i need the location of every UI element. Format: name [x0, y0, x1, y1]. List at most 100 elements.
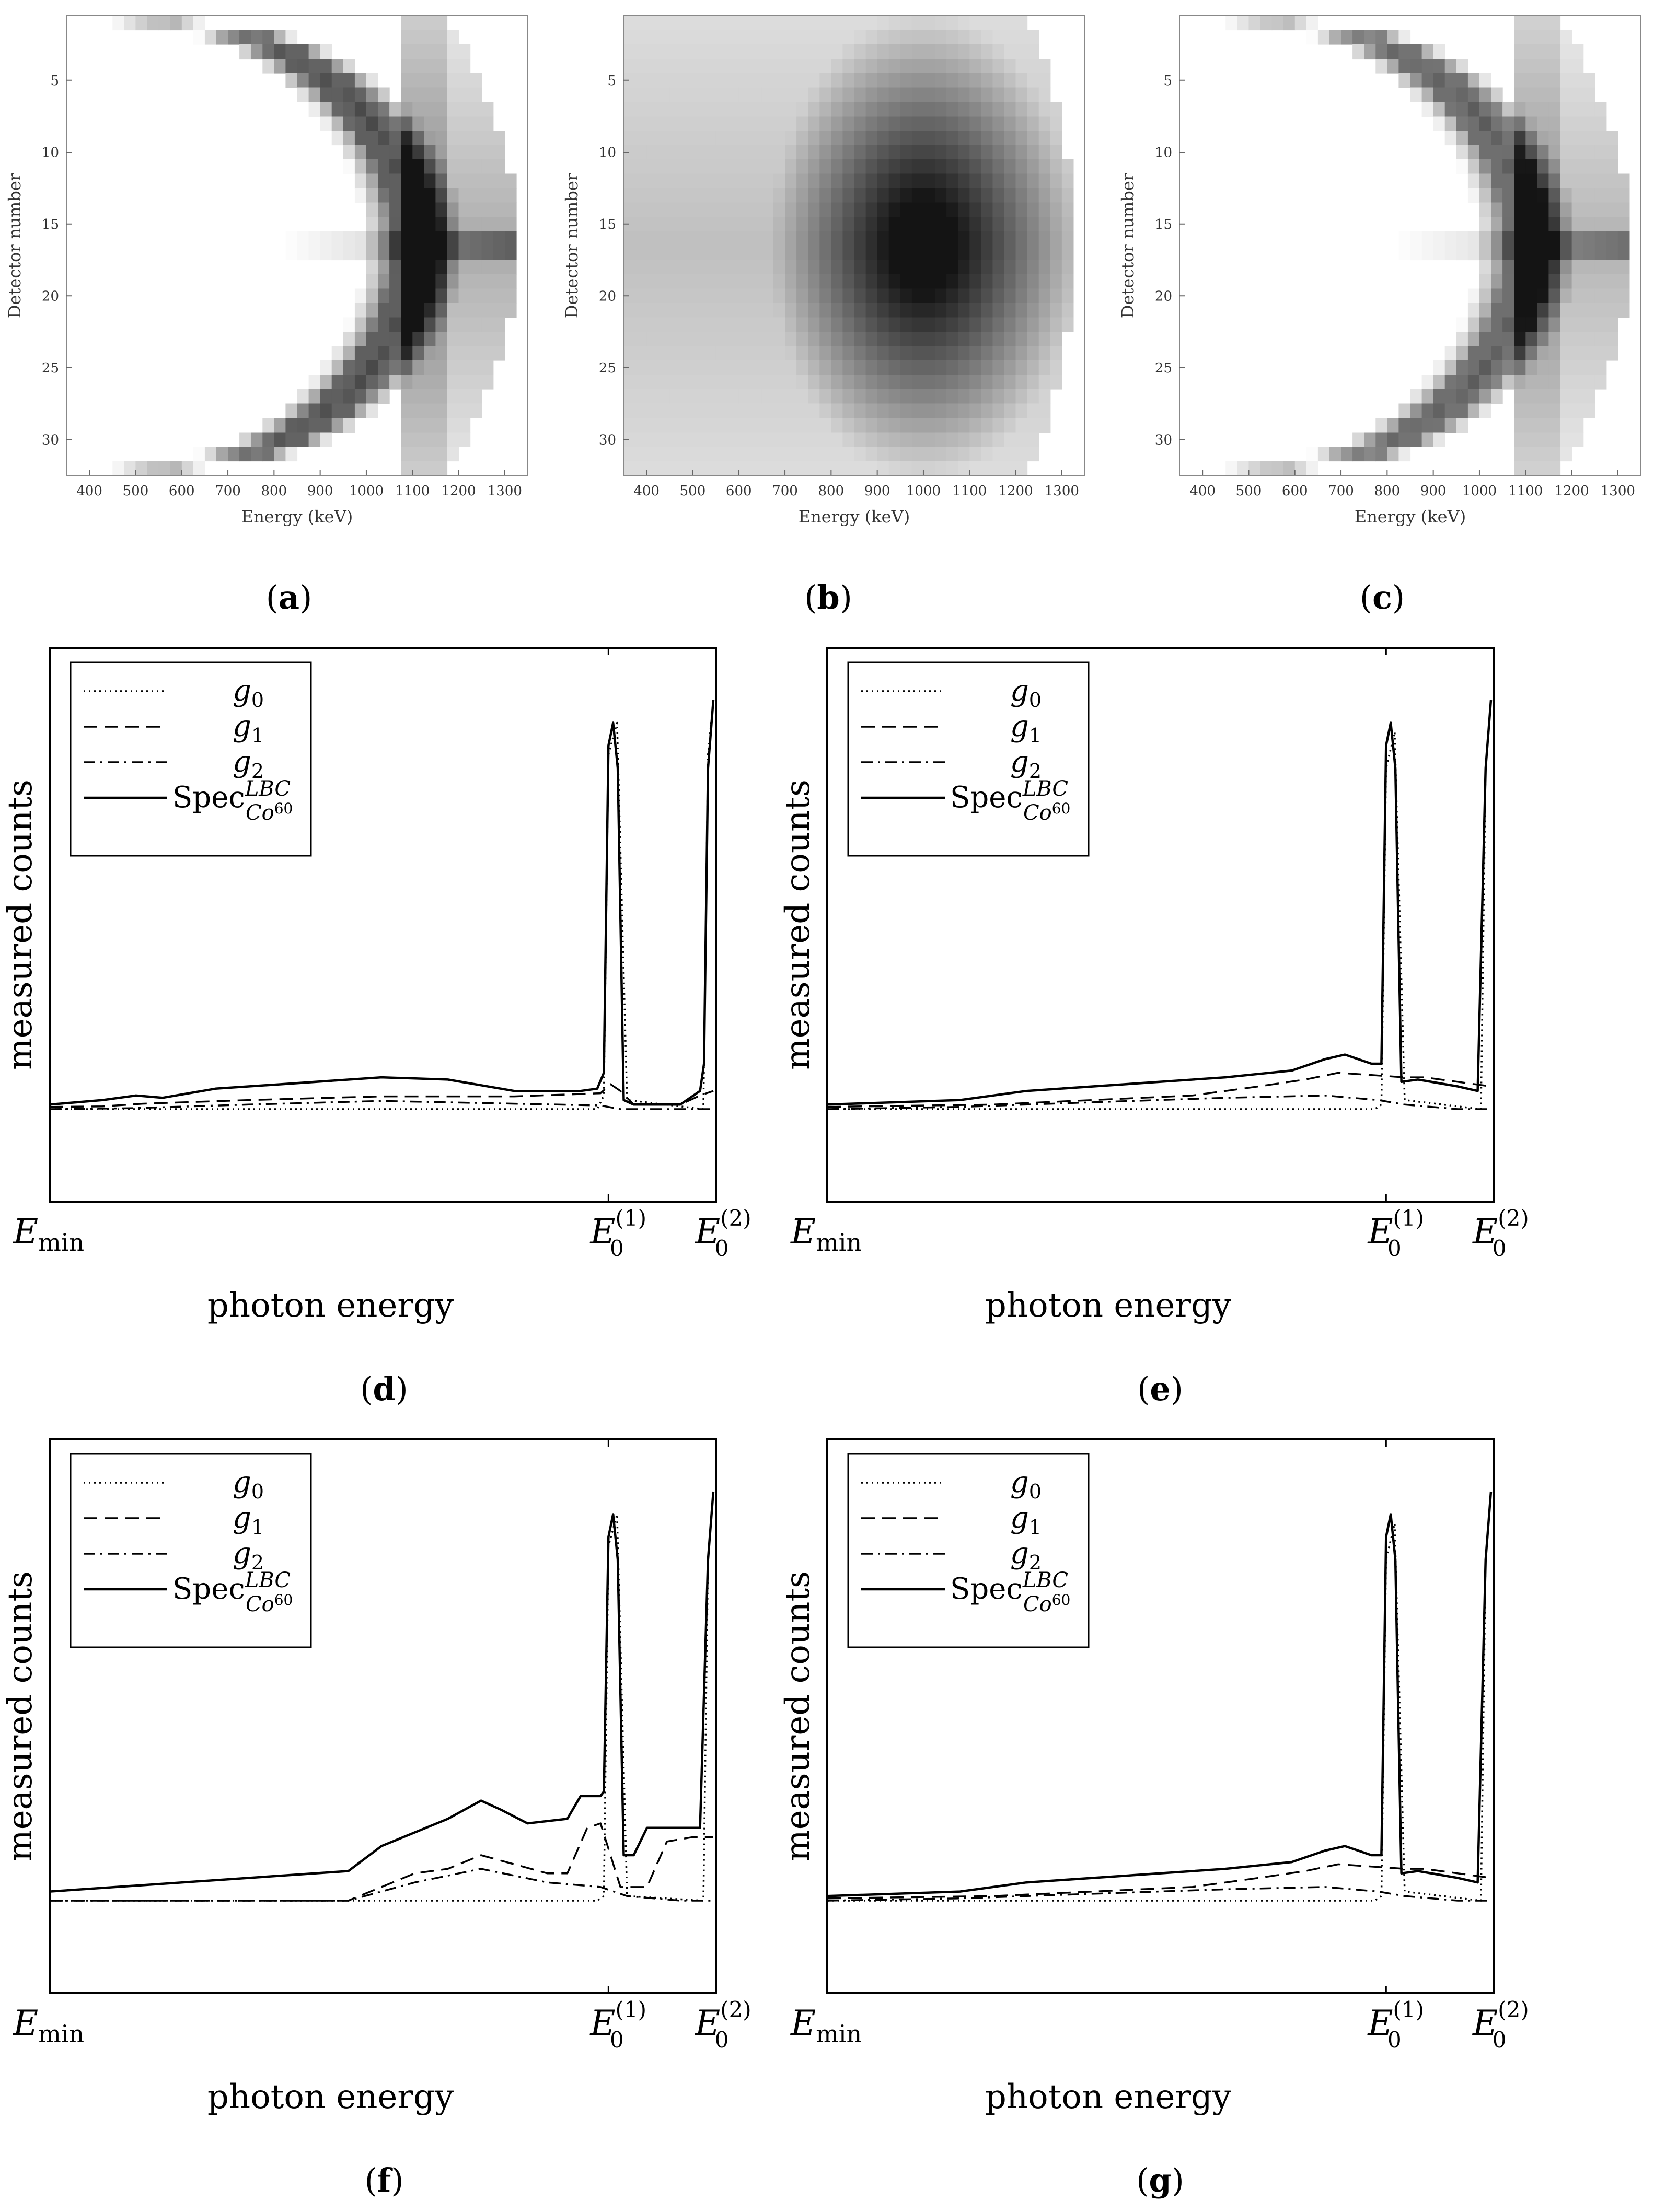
heatmap-cell [1583, 274, 1595, 289]
heatmap-cell [297, 231, 309, 246]
heatmap-cell [297, 403, 309, 418]
heatmap-cell [1502, 317, 1514, 332]
legend-spec-label: SpecLBC Co60 [172, 1568, 293, 1616]
heatmap-cell [1560, 73, 1572, 88]
heatmap-cell [320, 87, 332, 102]
heatmap-cell [424, 317, 436, 332]
heatmap-cell [458, 159, 471, 174]
heatmap-cell [808, 188, 820, 203]
heatmap-cell [658, 403, 670, 418]
heatmap-cell [1571, 231, 1584, 246]
heatmap-cell [854, 145, 866, 160]
heatmap-cell [493, 303, 505, 318]
heatmap-cell [1038, 159, 1051, 174]
heatmap-cell [796, 346, 808, 361]
heatmap-cell [1027, 30, 1039, 45]
heatmap-cell [911, 202, 924, 217]
heatmap-cell [877, 288, 889, 304]
heatmap-cell [1456, 159, 1468, 174]
heatmap-cell [1583, 202, 1595, 217]
heatmap-cell [1537, 303, 1549, 318]
heatmap-cell [900, 447, 912, 462]
heatmap-cell [738, 332, 751, 347]
heatmap-cell [1467, 188, 1480, 203]
heatmap-cell [785, 173, 797, 189]
heatmap-cell [297, 73, 309, 88]
heatmap-cell [727, 260, 739, 275]
heatmap-cell [412, 375, 424, 390]
heatmap-cell [704, 418, 716, 433]
heatmap-cell [958, 202, 970, 217]
heatmap-cell [854, 30, 866, 45]
heatmap-cell [715, 432, 728, 447]
heatmap-cell [354, 332, 367, 347]
heatmap-cell [1050, 246, 1062, 261]
heatmap-cell [447, 432, 459, 447]
heatmap-cell [785, 317, 797, 332]
heatmap-cell [1583, 173, 1595, 189]
heatmap-cell [1027, 389, 1039, 404]
heatmap-cell [1061, 260, 1074, 275]
heatmap-cell [1038, 346, 1051, 361]
heatmap-cell [900, 274, 912, 289]
heatmap-cell [935, 461, 947, 476]
heatmap-cell [481, 188, 494, 203]
heatmap-cell [923, 217, 935, 232]
heatmap-cell [1444, 116, 1457, 131]
heatmap-cell [935, 102, 947, 117]
heatmap-cell [854, 73, 866, 88]
heatmap-cell [1525, 375, 1537, 390]
heatmap-cell [785, 288, 797, 304]
heatmap-cell [1514, 260, 1526, 275]
x-tick-label-e0-2: E(2) 0 [1472, 1997, 1529, 2053]
heatmap-cell [1514, 274, 1526, 289]
heatmap-cell [981, 30, 993, 45]
heatmap-cell [727, 131, 739, 146]
legend-spec-label: SpecLBC Co60 [950, 1568, 1070, 1616]
heatmap-cell [251, 44, 263, 60]
heatmap-cell [343, 375, 355, 390]
heatmap-cell [888, 432, 901, 447]
heatmap-cell [877, 389, 889, 404]
heatmap-cell [1491, 303, 1503, 318]
heatmap-cell [842, 30, 855, 45]
heatmap-cell [170, 461, 182, 476]
heatmap-cell [1571, 389, 1584, 404]
heatmap-cell [750, 389, 762, 404]
heatmap-cell [623, 116, 635, 131]
heatmap-cell [854, 44, 866, 60]
heatmap-cell [738, 432, 751, 447]
heatmap-cell [785, 159, 797, 174]
heatmap-cell [773, 317, 785, 332]
heatmap-cell [308, 59, 321, 74]
heatmap-cell [877, 159, 889, 174]
heatmap-cell [888, 418, 901, 433]
heatmap-cell [704, 116, 716, 131]
heatmap-cell [658, 231, 670, 246]
heatmap-cell [761, 246, 774, 261]
heatmap-cell [831, 274, 843, 289]
heatmap-cell [1525, 173, 1537, 189]
heatmap-cell [796, 116, 808, 131]
heatmap-cell [481, 231, 494, 246]
heatmap-cell [1514, 303, 1526, 318]
heatmap-cell [669, 173, 681, 189]
heatmap-cell [308, 231, 321, 246]
heatmap-cell [704, 145, 716, 160]
heatmap-cell [1015, 73, 1028, 88]
heatmap-cell [900, 432, 912, 447]
heatmap-cell [831, 30, 843, 45]
y-axis-label: measured counts [779, 1571, 817, 1861]
heatmap-cell [1467, 360, 1480, 376]
heatmap-cell [796, 102, 808, 117]
heatmap-cell [1537, 288, 1549, 304]
y-axis-label: measured counts [779, 779, 817, 1070]
x-tick-label-e0-2: E(2) 0 [1472, 1205, 1529, 1261]
heatmap-cell [1283, 16, 1296, 31]
heatmap-cell [481, 173, 494, 189]
heatmap-cell [1479, 375, 1491, 390]
heatmap-cell [992, 375, 1005, 390]
heatmap-cell [1583, 389, 1595, 404]
heatmap-cell [738, 131, 751, 146]
heatmap-cell [715, 59, 728, 74]
